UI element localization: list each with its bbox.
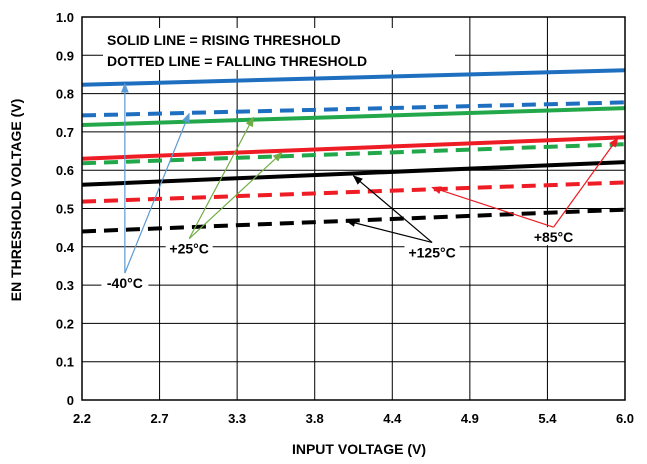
- x-tick-label: 4.4: [383, 411, 402, 426]
- ticks-layer: 2.2 2.7 3.3 3.8 4.4 4.9 5.4 6.0 0 0.1 0.2 0.3 0.4 0.5…: [56, 10, 634, 426]
- annotation-label-bg: [404, 242, 460, 261]
- series-layer: [81, 68, 626, 234]
- annotation-label: +85°C: [534, 229, 573, 245]
- note-solid: SOLID LINE = RISING THRESHOLD: [107, 32, 341, 48]
- annotation-label-bg: [530, 227, 578, 246]
- y-tick-label: 0.3: [56, 278, 74, 293]
- x-tick-label: 5.4: [538, 411, 557, 426]
- y-tick-label: 0.9: [56, 48, 74, 63]
- series-line-25c-solid: [81, 106, 626, 128]
- y-tick-label: 0.2: [56, 316, 74, 331]
- frame-layer: [81, 16, 626, 401]
- note-dotted: DOTTED LINE = FALLING THRESHOLD: [107, 53, 367, 69]
- series-line-25c-dashed: [81, 142, 626, 166]
- grid: [81, 16, 626, 401]
- y-tick-label: 1.0: [56, 10, 74, 25]
- annotation-label: +125°C: [408, 244, 455, 260]
- x-tick-label: 3.3: [228, 411, 246, 426]
- y-tick-label: 0.7: [56, 125, 74, 140]
- x-tick-label: 6.0: [616, 411, 634, 426]
- annotation-arrow: [188, 116, 255, 239]
- notes-box: SOLID LINE = RISING THRESHOLD DOTTED LIN…: [103, 28, 455, 70]
- y-tick-label: 0.8: [56, 87, 74, 102]
- y-tick-label: 0.4: [56, 240, 75, 255]
- annotation-arrow: [431, 186, 554, 228]
- annotation-arrow: [345, 219, 433, 244]
- x-axis-title: INPUT VOLTAGE (V): [292, 441, 426, 457]
- x-tick-label: 2.7: [151, 411, 169, 426]
- y-tick-label: 0.5: [56, 202, 74, 217]
- series-line-125c-solid: [81, 160, 626, 187]
- y-tick-label: 0.1: [56, 355, 74, 370]
- series-line--40c-dashed: [81, 100, 626, 118]
- x-tick-label: 3.8: [306, 411, 324, 426]
- annotation-label: -40°C: [107, 275, 143, 291]
- x-tick-label: 2.2: [73, 411, 91, 426]
- series-line-85c-dashed: [81, 180, 626, 204]
- y-tick-label: 0.6: [56, 163, 74, 178]
- annotation-layer: -40°C +25°C +125°C +85°C: [101, 82, 619, 292]
- annotation-label: +25°C: [169, 241, 208, 257]
- annotation-arrow: [352, 175, 433, 243]
- annotation-label-bg: [101, 273, 149, 292]
- annotation-arrow: [124, 112, 190, 274]
- y-axis-title: EN THRESHOLD VOLTAGE (V): [8, 99, 24, 301]
- x-tick-label: 4.9: [461, 411, 479, 426]
- annotation-label-bg: [165, 238, 213, 257]
- annotation-arrow: [188, 151, 283, 240]
- annotation-arrow: [553, 137, 619, 228]
- y-tick-label: 0: [67, 393, 74, 408]
- plot-frame: [81, 16, 626, 401]
- series-line--40c-solid: [81, 68, 626, 87]
